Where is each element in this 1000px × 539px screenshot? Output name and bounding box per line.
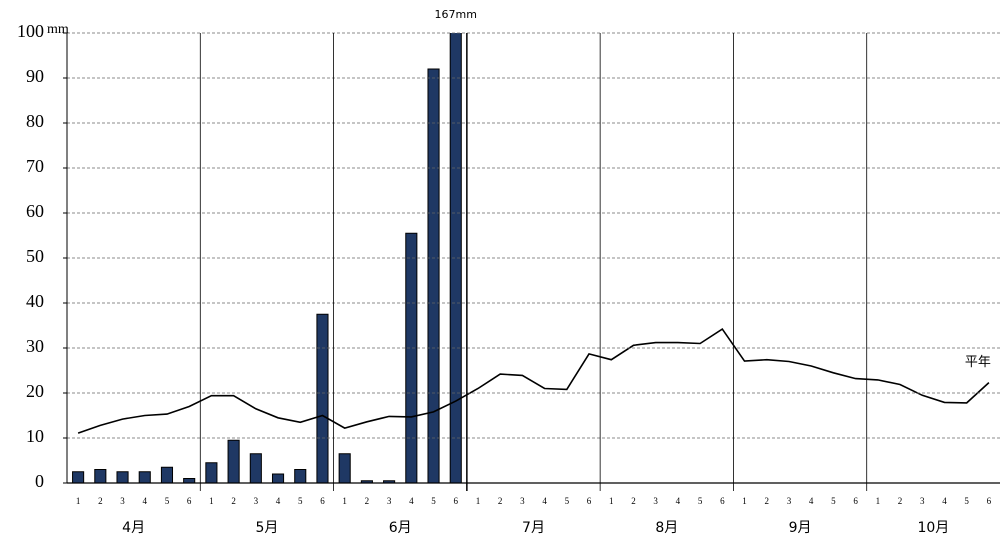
y-unit: mm <box>47 22 69 37</box>
x-tick-label: 2 <box>98 496 103 506</box>
x-tick-label: 6 <box>587 496 592 506</box>
month-label: 10月 <box>917 520 949 536</box>
bar <box>249 453 262 483</box>
bar <box>383 480 396 483</box>
y-tick-label: 40 <box>26 291 44 311</box>
bar <box>205 462 218 483</box>
line <box>77 328 990 434</box>
x-tick-label: 4 <box>143 496 148 506</box>
x-tick-label: 6 <box>187 496 192 506</box>
x-tick-label: 1 <box>476 496 481 506</box>
y-tick-label: 70 <box>26 156 44 176</box>
x-tick-label: 5 <box>298 496 303 506</box>
x-tick-label: 3 <box>120 496 125 506</box>
bar <box>227 439 240 483</box>
y-tick-label: 0 <box>35 471 44 491</box>
y-tick-label: 90 <box>26 66 44 86</box>
month-label: 6月 <box>389 520 412 536</box>
x-tick-label: 5 <box>831 496 836 506</box>
x-tick-label: 4 <box>942 496 947 506</box>
x-tick-label: 6 <box>720 496 725 506</box>
x-tick-label: 2 <box>765 496 770 506</box>
month-label: 7月 <box>522 520 545 536</box>
bar <box>360 480 373 483</box>
value-label: 167mm <box>435 8 477 21</box>
x-tick-label: 5 <box>165 496 170 506</box>
x-tick-label: 6 <box>454 496 459 506</box>
x-tick-label: 3 <box>787 496 792 506</box>
x-tick-label: 2 <box>365 496 370 506</box>
bar <box>405 232 418 483</box>
x-tick-label: 1 <box>742 496 747 506</box>
x-tick-label: 2 <box>898 496 903 506</box>
x-tick-label: 3 <box>520 496 525 506</box>
x-tick-label: 3 <box>653 496 658 506</box>
month-label: 9月 <box>789 520 812 536</box>
x-tick-label: 6 <box>320 496 325 506</box>
x-tick-label: 2 <box>498 496 503 506</box>
x-tick-label: 3 <box>387 496 392 506</box>
y-tick-label: 20 <box>26 381 44 401</box>
x-tick-label: 6 <box>987 496 992 506</box>
month-label: 5月 <box>255 520 278 536</box>
y-tick-label: 50 <box>26 246 44 266</box>
bar <box>94 469 107 483</box>
bar <box>338 453 351 483</box>
x-tick-label: 1 <box>876 496 881 506</box>
month-label: 8月 <box>655 520 678 536</box>
x-tick-label: 4 <box>276 496 281 506</box>
bar <box>116 471 129 483</box>
x-tick-label: 1 <box>209 496 214 506</box>
x-tick-label: 4 <box>676 496 681 506</box>
x-tick-label: 4 <box>809 496 814 506</box>
x-tick-label: 1 <box>76 496 81 506</box>
y-tick-label: 80 <box>26 111 44 131</box>
bar <box>72 471 85 483</box>
bar <box>138 471 151 483</box>
y-tick-label: 100 <box>17 21 44 41</box>
x-tick-label: 4 <box>542 496 547 506</box>
x-tick-label: 5 <box>698 496 703 506</box>
x-tick-label: 4 <box>409 496 414 506</box>
x-tick-label: 6 <box>853 496 858 506</box>
bar <box>160 466 174 483</box>
y-tick-label: 60 <box>26 201 44 221</box>
x-tick-label: 2 <box>631 496 636 506</box>
x-tick-label: 3 <box>920 496 925 506</box>
x-tick-label: 5 <box>964 496 969 506</box>
line-label: 平年 <box>965 355 991 370</box>
x-tick-label: 5 <box>431 496 436 506</box>
x-tick-label: 3 <box>254 496 259 506</box>
plot-area <box>72 33 990 483</box>
bar <box>449 33 462 483</box>
x-tick-label: 5 <box>565 496 570 506</box>
x-tick-label: 1 <box>609 496 614 506</box>
y-tick-label: 10 <box>26 426 44 446</box>
bar <box>427 68 440 483</box>
month-label: 4月 <box>122 520 145 536</box>
x-tick-label: 2 <box>231 496 236 506</box>
bar <box>183 478 196 483</box>
bar <box>294 469 307 483</box>
y-tick-label: 30 <box>26 336 44 356</box>
bar <box>316 313 329 483</box>
x-tick-label: 1 <box>342 496 347 506</box>
bar <box>271 473 285 483</box>
